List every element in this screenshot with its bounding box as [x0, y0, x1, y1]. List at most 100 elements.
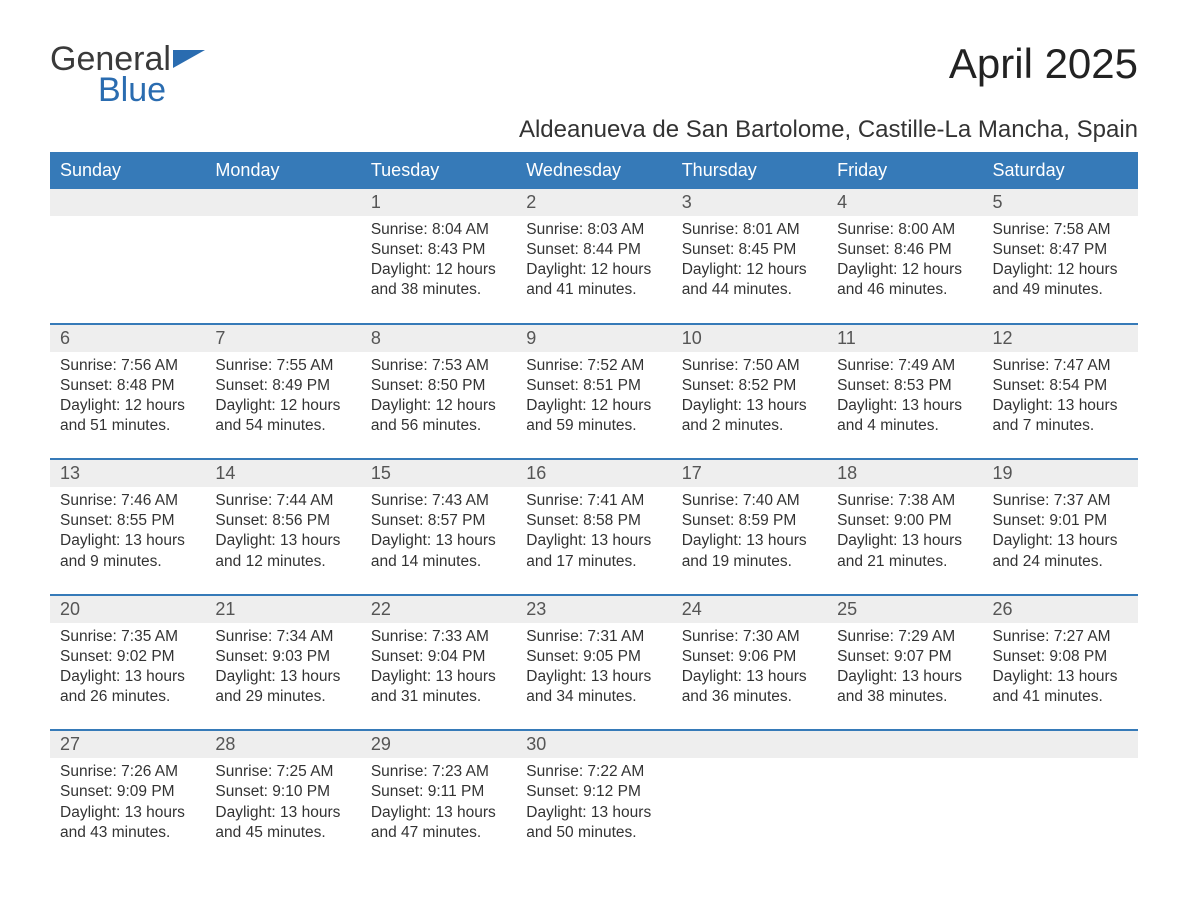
- day-number: 5: [983, 189, 1138, 216]
- calendar-cell: [50, 216, 205, 315]
- brand-logo: General Blue: [50, 40, 205, 110]
- day-number: 15: [361, 460, 516, 487]
- cell-daylight2: and 4 minutes.: [837, 416, 972, 436]
- cell-sunrise: Sunrise: 7:30 AM: [682, 627, 817, 647]
- cell-daylight1: Daylight: 13 hours: [682, 396, 817, 416]
- cell-daylight1: Daylight: 13 hours: [993, 531, 1128, 551]
- cell-sunset: Sunset: 9:06 PM: [682, 647, 817, 667]
- cell-sunset: Sunset: 8:50 PM: [371, 376, 506, 396]
- day-number: 2: [516, 189, 671, 216]
- day-number: 6: [50, 325, 205, 352]
- cell-sunrise: Sunrise: 8:03 AM: [526, 220, 661, 240]
- cell-daylight1: Daylight: 13 hours: [526, 667, 661, 687]
- weekday-header-row: SundayMondayTuesdayWednesdayThursdayFrid…: [50, 152, 1138, 189]
- calendar-cell: Sunrise: 7:35 AMSunset: 9:02 PMDaylight:…: [50, 623, 205, 722]
- cell-sunset: Sunset: 8:53 PM: [837, 376, 972, 396]
- calendar-cell: Sunrise: 7:25 AMSunset: 9:10 PMDaylight:…: [205, 758, 360, 857]
- cell-sunrise: Sunrise: 7:52 AM: [526, 356, 661, 376]
- cell-sunrise: Sunrise: 7:55 AM: [215, 356, 350, 376]
- day-number: 24: [672, 596, 827, 623]
- cell-sunrise: Sunrise: 7:35 AM: [60, 627, 195, 647]
- cell-sunrise: Sunrise: 7:50 AM: [682, 356, 817, 376]
- calendar-week: 27282930Sunrise: 7:26 AMSunset: 9:09 PMD…: [50, 729, 1138, 857]
- calendar-cell: Sunrise: 7:41 AMSunset: 8:58 PMDaylight:…: [516, 487, 671, 586]
- cell-daylight1: Daylight: 13 hours: [993, 667, 1128, 687]
- cell-sunset: Sunset: 8:58 PM: [526, 511, 661, 531]
- cell-sunrise: Sunrise: 7:56 AM: [60, 356, 195, 376]
- cell-sunrise: Sunrise: 7:49 AM: [837, 356, 972, 376]
- cell-daylight2: and 14 minutes.: [371, 552, 506, 572]
- day-body-row: Sunrise: 8:04 AMSunset: 8:43 PMDaylight:…: [50, 216, 1138, 315]
- cell-sunrise: Sunrise: 7:33 AM: [371, 627, 506, 647]
- cell-daylight2: and 19 minutes.: [682, 552, 817, 572]
- day-number: 28: [205, 731, 360, 758]
- cell-daylight1: Daylight: 13 hours: [215, 531, 350, 551]
- cell-sunrise: Sunrise: 7:23 AM: [371, 762, 506, 782]
- cell-daylight2: and 45 minutes.: [215, 823, 350, 843]
- cell-sunset: Sunset: 8:55 PM: [60, 511, 195, 531]
- brand-part2: Blue: [98, 71, 205, 110]
- cell-sunrise: Sunrise: 7:41 AM: [526, 491, 661, 511]
- calendar-week: 13141516171819Sunrise: 7:46 AMSunset: 8:…: [50, 458, 1138, 586]
- cell-sunset: Sunset: 8:49 PM: [215, 376, 350, 396]
- cell-daylight1: Daylight: 13 hours: [371, 667, 506, 687]
- cell-sunrise: Sunrise: 7:47 AM: [993, 356, 1128, 376]
- weekday-header: Tuesday: [361, 152, 516, 189]
- cell-daylight2: and 24 minutes.: [993, 552, 1128, 572]
- brand-mark-icon: [173, 50, 205, 68]
- calendar-cell: Sunrise: 7:44 AMSunset: 8:56 PMDaylight:…: [205, 487, 360, 586]
- cell-daylight1: Daylight: 13 hours: [60, 803, 195, 823]
- day-number: 21: [205, 596, 360, 623]
- calendar-cell: Sunrise: 7:53 AMSunset: 8:50 PMDaylight:…: [361, 352, 516, 451]
- cell-daylight2: and 41 minutes.: [993, 687, 1128, 707]
- day-number: 19: [983, 460, 1138, 487]
- cell-daylight2: and 46 minutes.: [837, 280, 972, 300]
- cell-sunset: Sunset: 8:51 PM: [526, 376, 661, 396]
- weekday-header: Saturday: [983, 152, 1138, 189]
- cell-sunrise: Sunrise: 7:27 AM: [993, 627, 1128, 647]
- calendar-cell: Sunrise: 7:31 AMSunset: 9:05 PMDaylight:…: [516, 623, 671, 722]
- day-number: 30: [516, 731, 671, 758]
- day-number: 18: [827, 460, 982, 487]
- cell-daylight2: and 2 minutes.: [682, 416, 817, 436]
- cell-daylight1: Daylight: 12 hours: [993, 260, 1128, 280]
- cell-sunrise: Sunrise: 7:44 AM: [215, 491, 350, 511]
- cell-daylight2: and 38 minutes.: [837, 687, 972, 707]
- day-number: 27: [50, 731, 205, 758]
- cell-daylight2: and 49 minutes.: [993, 280, 1128, 300]
- location-subtitle: Aldeanueva de San Bartolome, Castille-La…: [50, 116, 1138, 144]
- calendar-cell: Sunrise: 7:26 AMSunset: 9:09 PMDaylight:…: [50, 758, 205, 857]
- day-number: 13: [50, 460, 205, 487]
- cell-daylight1: Daylight: 13 hours: [837, 531, 972, 551]
- calendar-cell: [205, 216, 360, 315]
- cell-daylight2: and 51 minutes.: [60, 416, 195, 436]
- calendar-week: 12345Sunrise: 8:04 AMSunset: 8:43 PMDayl…: [50, 189, 1138, 315]
- cell-daylight2: and 43 minutes.: [60, 823, 195, 843]
- cell-sunset: Sunset: 9:02 PM: [60, 647, 195, 667]
- cell-sunset: Sunset: 8:43 PM: [371, 240, 506, 260]
- cell-daylight2: and 17 minutes.: [526, 552, 661, 572]
- day-number: 4: [827, 189, 982, 216]
- calendar-cell: [983, 758, 1138, 857]
- day-number: 12: [983, 325, 1138, 352]
- cell-sunrise: Sunrise: 7:43 AM: [371, 491, 506, 511]
- cell-daylight2: and 9 minutes.: [60, 552, 195, 572]
- day-number: 25: [827, 596, 982, 623]
- cell-sunset: Sunset: 8:56 PM: [215, 511, 350, 531]
- weekday-header: Friday: [827, 152, 982, 189]
- cell-daylight1: Daylight: 12 hours: [526, 260, 661, 280]
- calendar-cell: Sunrise: 8:01 AMSunset: 8:45 PMDaylight:…: [672, 216, 827, 315]
- cell-daylight1: Daylight: 13 hours: [837, 667, 972, 687]
- cell-daylight2: and 31 minutes.: [371, 687, 506, 707]
- calendar-cell: Sunrise: 7:56 AMSunset: 8:48 PMDaylight:…: [50, 352, 205, 451]
- calendar-cell: [672, 758, 827, 857]
- calendar-cell: Sunrise: 7:38 AMSunset: 9:00 PMDaylight:…: [827, 487, 982, 586]
- cell-sunset: Sunset: 8:47 PM: [993, 240, 1128, 260]
- cell-sunset: Sunset: 8:45 PM: [682, 240, 817, 260]
- day-number-row: 27282930: [50, 731, 1138, 758]
- cell-daylight1: Daylight: 13 hours: [526, 803, 661, 823]
- calendar-cell: Sunrise: 7:29 AMSunset: 9:07 PMDaylight:…: [827, 623, 982, 722]
- cell-sunrise: Sunrise: 7:26 AM: [60, 762, 195, 782]
- day-number: [983, 731, 1138, 758]
- cell-sunrise: Sunrise: 7:37 AM: [993, 491, 1128, 511]
